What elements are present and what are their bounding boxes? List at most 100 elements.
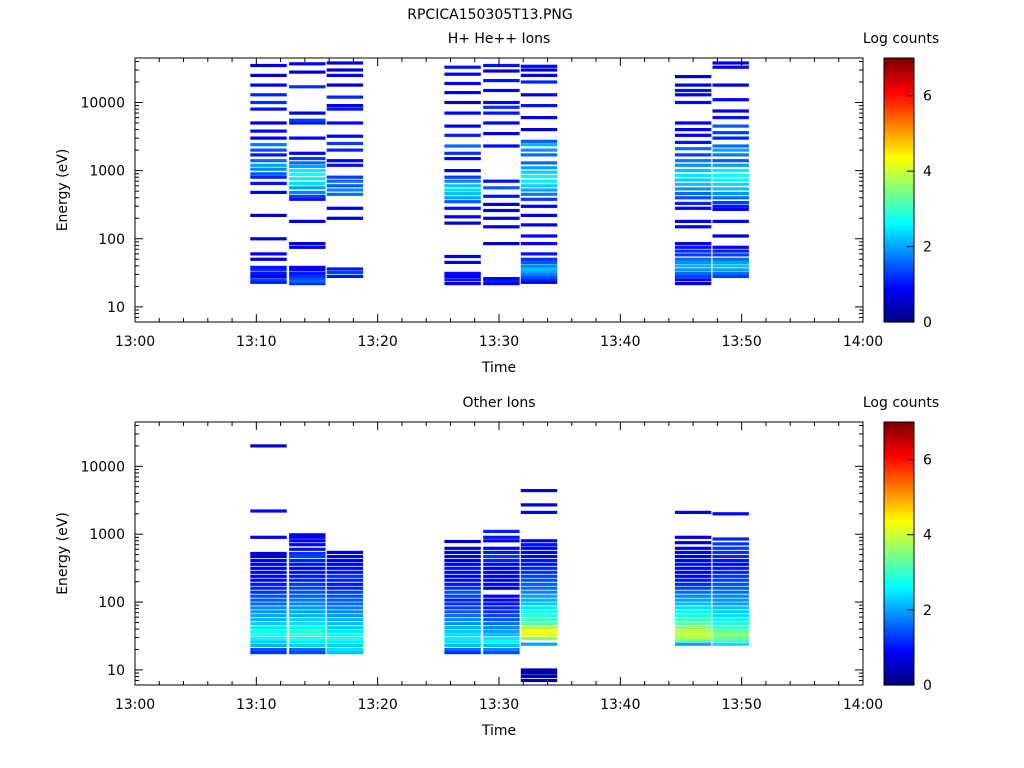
spectrogram-cell: [520, 570, 558, 574]
spectrogram-cell: [444, 271, 481, 275]
spectrogram-cell: [250, 610, 287, 614]
spectrogram-cell: [250, 562, 287, 566]
spectrogram-cell: [520, 278, 558, 282]
colorbar-step: [884, 298, 914, 302]
spectrogram-cell: [250, 181, 287, 185]
spectrogram-cell: [712, 639, 749, 643]
spectrogram-cell: [326, 647, 364, 652]
spectrogram-cell: [712, 257, 749, 261]
spectrogram-cell: [250, 444, 287, 448]
spectrogram-cell: [250, 640, 287, 644]
spectrogram-cell: [289, 279, 326, 283]
spectrogram-cell: [444, 221, 481, 225]
spectrogram-cell: [520, 539, 558, 543]
spectrogram-cell: [520, 574, 558, 578]
spectrogram-cell: [250, 121, 287, 125]
colorbar-step: [884, 200, 914, 204]
colorbar-step: [884, 110, 914, 115]
spectrogram-cell: [326, 586, 364, 590]
spectrogram-cell: [444, 574, 481, 578]
spectrogram-cell: [483, 79, 520, 83]
spectrogram-cell: [444, 81, 481, 86]
spectrogram-cell: [712, 574, 749, 578]
colorbar-step: [884, 195, 914, 199]
spectrogram-cells: [250, 61, 749, 286]
spectrogram-cell: [483, 100, 520, 105]
spectrogram-cell: [483, 186, 520, 190]
colorbar-step: [884, 564, 914, 568]
spectrogram-cell: [250, 257, 287, 261]
colorbar: 0 2 4 6 Log counts: [863, 31, 939, 331]
spectrogram-cell: [520, 166, 558, 170]
spectrogram-cell: [444, 578, 481, 582]
spectrogram-cell: [289, 578, 326, 582]
colorbar-step: [884, 216, 914, 220]
spectrogram-cell: [483, 69, 520, 73]
colorbar-frame: [883, 421, 915, 686]
spectrogram-cell: [289, 651, 326, 655]
spectrogram-cell: [674, 274, 712, 278]
spectrogram-cell: [444, 91, 481, 95]
spectrogram-cell: [250, 100, 287, 105]
colorbar-step: [884, 440, 914, 444]
spectrogram-cell: [289, 161, 326, 165]
colorbar-step: [884, 453, 914, 457]
spectrogram-cell: [289, 181, 326, 185]
x-tick-label: 13:10: [236, 334, 276, 350]
colorbar-step: [884, 190, 914, 194]
colorbar-step: [884, 677, 914, 681]
spectrogram-cell: [674, 282, 712, 286]
colorbar-step: [884, 187, 914, 191]
spectrogram-cell: [712, 182, 749, 186]
spectrogram-cell: [289, 566, 326, 570]
spectrogram-cell: [520, 637, 558, 641]
spectrogram-cell: [326, 270, 364, 275]
colorbar-step: [884, 629, 914, 633]
colorbar-step: [884, 613, 914, 618]
spectrogram-cell: [250, 159, 287, 163]
colorbar-tick-label: 0: [923, 678, 932, 694]
colorbar-step: [884, 621, 914, 626]
spectrogram-cell: [289, 118, 326, 122]
spectrogram-cell: [289, 543, 326, 547]
spectrogram-cell: [250, 551, 287, 556]
spectrogram-cell: [674, 206, 712, 210]
spectrogram-cell: [326, 626, 364, 630]
spectrogram-cell: [250, 107, 287, 111]
colorbar-step: [884, 150, 914, 154]
spectrogram-cell: [444, 192, 481, 196]
colorbar-step: [884, 456, 914, 460]
spectrogram-cell: [520, 606, 558, 610]
spectrogram-cell: [250, 582, 287, 586]
spectrogram-cell: [289, 551, 326, 556]
spectrogram-cell: [520, 148, 558, 152]
colorbar-tick-label: 4: [923, 528, 932, 544]
colorbar-step: [884, 108, 914, 112]
spectrogram-cell: [444, 179, 481, 183]
spectrogram-cell: [674, 201, 712, 205]
colorbar-step: [884, 271, 914, 276]
colorbar-step: [884, 558, 914, 562]
spectrogram-cell: [674, 242, 712, 246]
colorbar-step: [884, 316, 914, 320]
colorbar-step: [884, 532, 914, 536]
spectrogram-cell: [289, 271, 326, 275]
spectrogram-cell: [674, 173, 712, 178]
colorbar-step: [884, 640, 914, 644]
spectrogram-cell: [712, 264, 749, 268]
colorbar-step: [884, 155, 914, 159]
colorbar-step: [884, 469, 914, 473]
colorbar-tick-label: 0: [923, 315, 932, 331]
spectrogram-cell: [712, 622, 749, 626]
colorbar-step: [884, 587, 914, 591]
spectrogram-cell: [289, 643, 326, 647]
spectrogram-cell: [520, 668, 558, 672]
spectrogram-cell: [250, 213, 287, 217]
spectrogram-cell: [674, 192, 712, 196]
spectrogram-cell: [712, 159, 749, 163]
colorbar-step: [884, 63, 914, 67]
spectrogram-cell: [674, 629, 712, 633]
spectrogram-cell: [674, 510, 712, 514]
spectrogram-cell: [289, 558, 326, 563]
colorbar-step: [884, 648, 914, 652]
